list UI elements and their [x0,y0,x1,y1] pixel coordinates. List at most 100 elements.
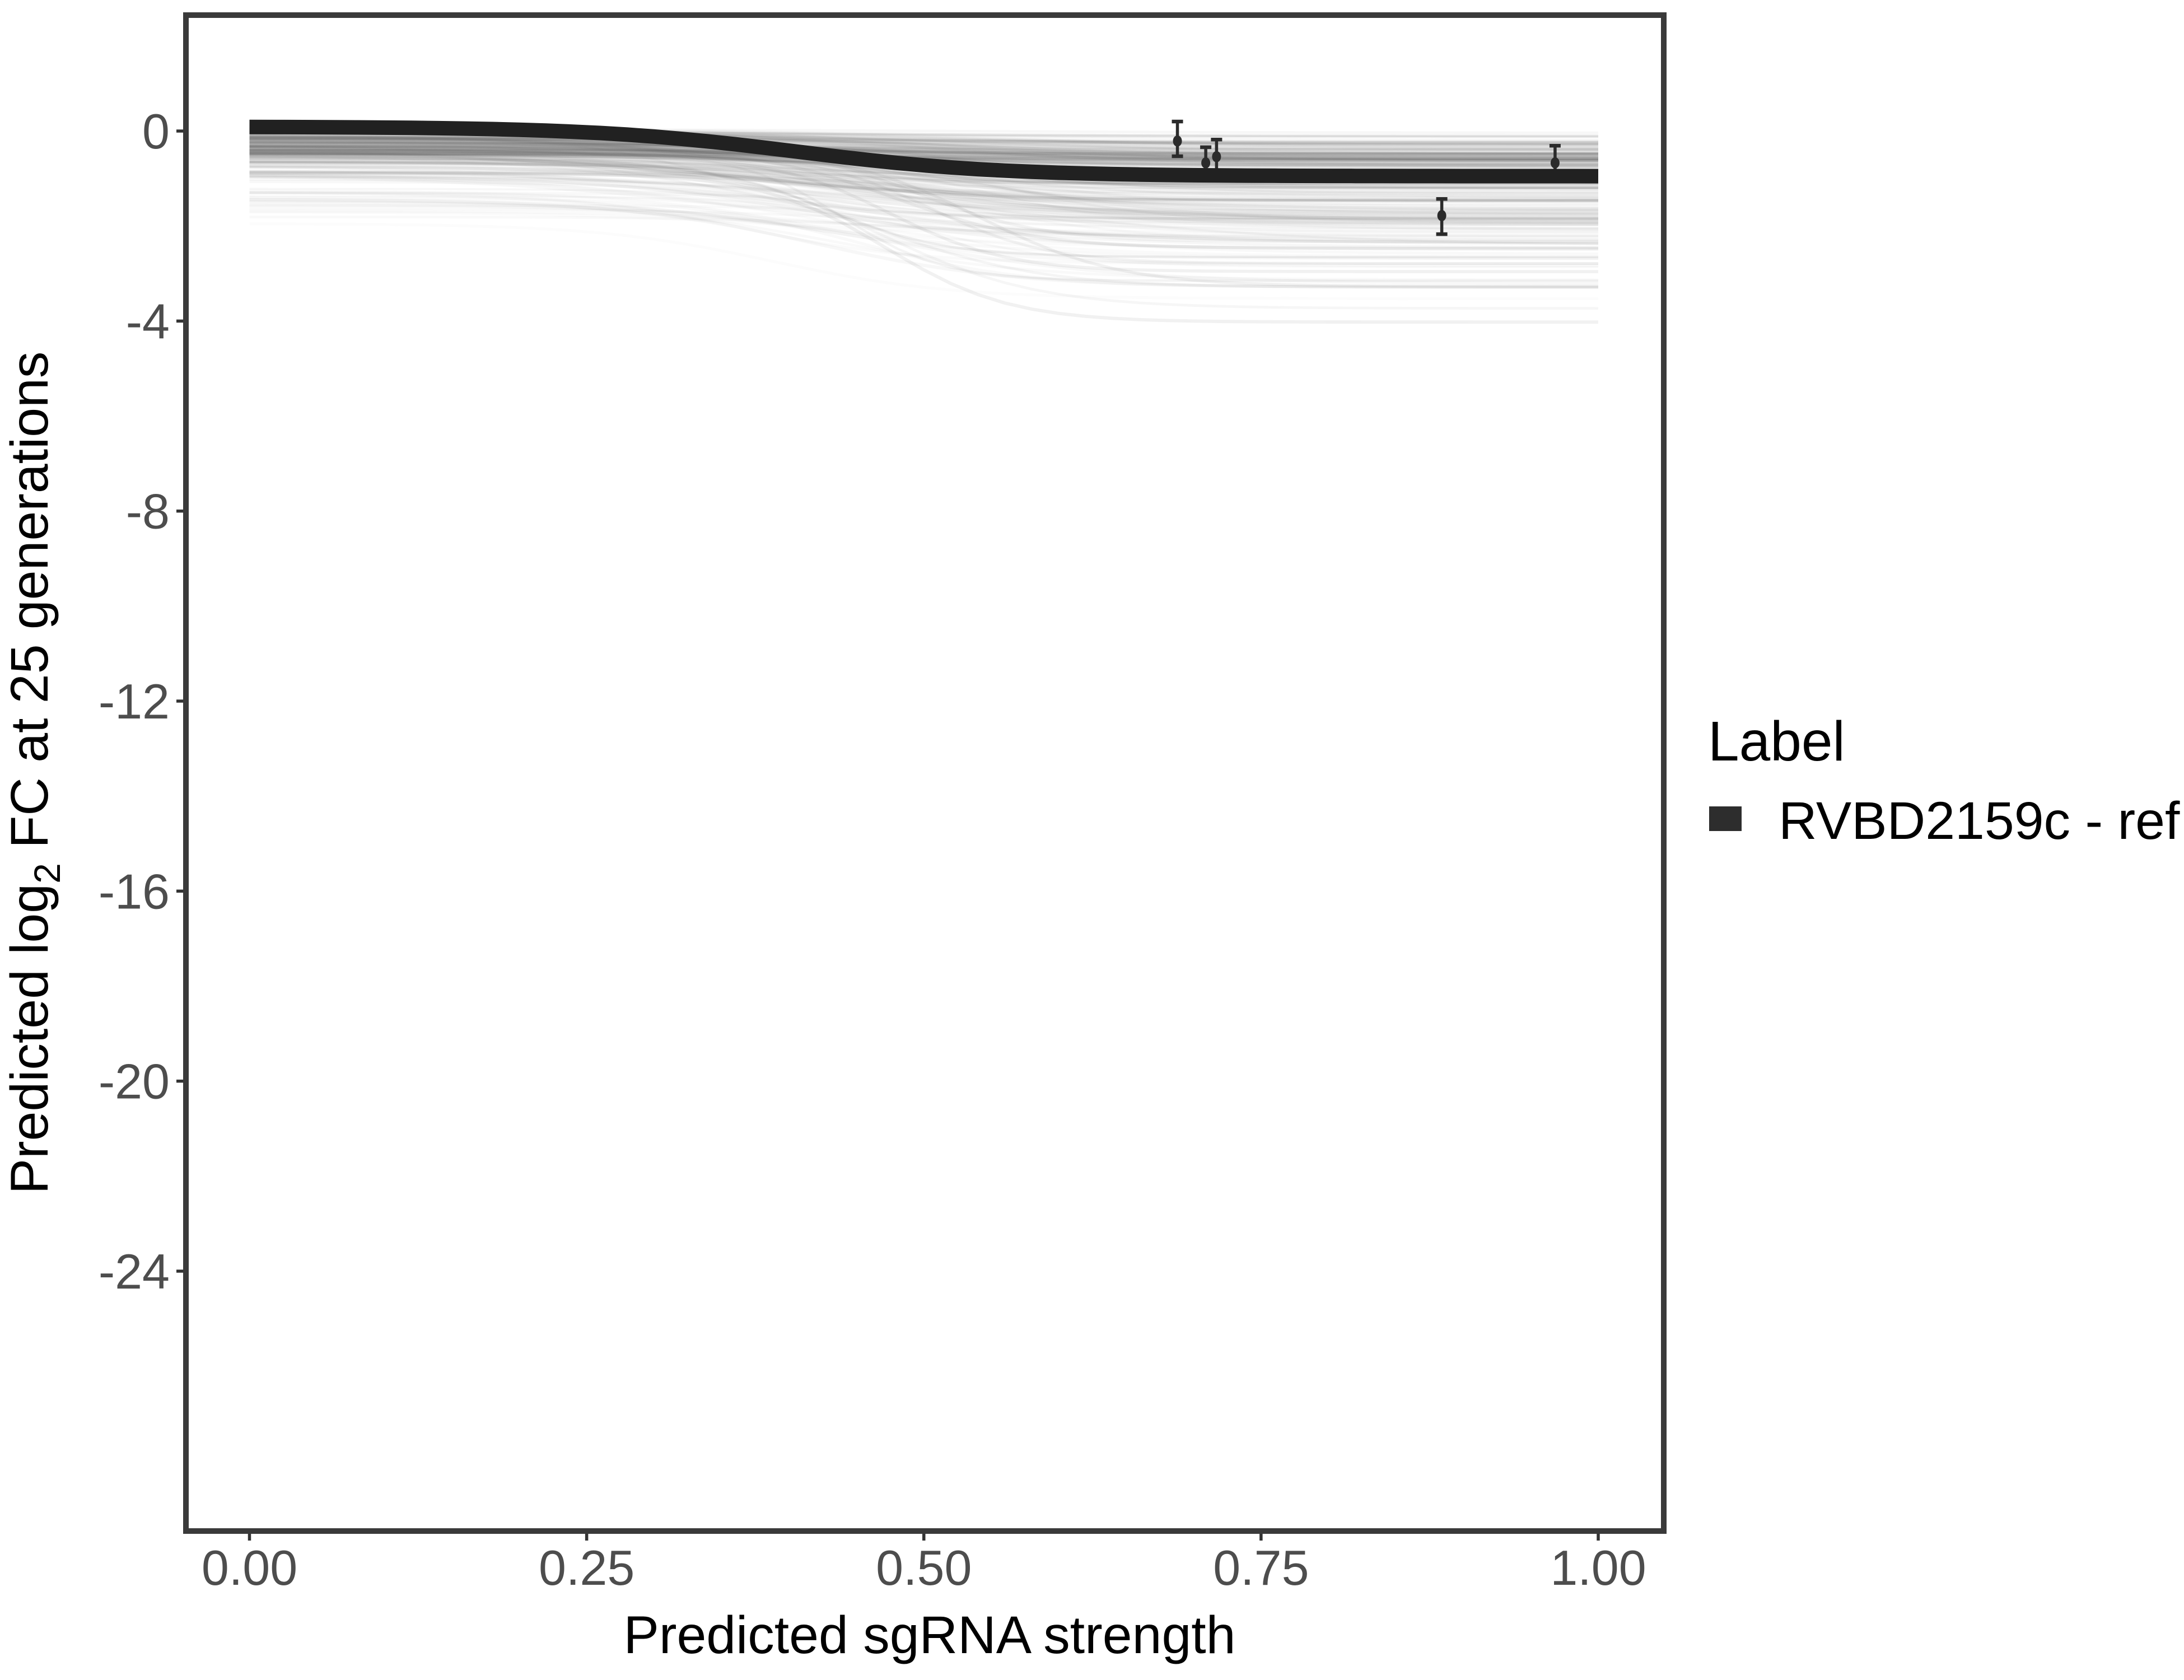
axes-layer: 0.00 0.25 0.50 0.75 1.00 0 -4 -8 -12 -16 -20 -24 [99,104,1646,1595]
ensemble-line [249,149,1598,155]
ensemble-line [249,153,1598,186]
legend-item-label: RVBD2159c - ref [1779,791,2180,851]
ensemble-line [249,143,1598,151]
y-tick-label: -20 [99,1054,170,1109]
ensemble-line [249,160,1598,202]
observation-dot [1201,157,1211,169]
ensemble-line [249,139,1598,155]
ensemble-line [249,156,1599,310]
ensemble-line [249,135,1598,160]
ensemble-line [249,138,1598,185]
ensemble-line [249,144,1599,158]
ensemble-line [249,150,1598,203]
ensemble-line [249,151,1599,220]
ensemble-line [249,134,1599,211]
ensemble-line [249,145,1598,157]
ensemble-line [249,146,1598,164]
ensemble-line [249,136,1599,151]
ensemble-line [249,171,1599,231]
ensemble-line [249,134,1598,147]
ensemble-line [249,152,1598,265]
ensemble-line [249,145,1598,161]
panel-border [183,12,1667,1534]
ensemble-line [249,195,1598,268]
ensemble-line [249,174,1598,251]
ensemble-line [249,153,1598,220]
ensemble-line [249,141,1598,151]
ensemble-line [249,179,1598,222]
ensemble-line [249,148,1598,156]
ensemble-line [249,155,1598,221]
ensemble-line [249,160,1599,215]
y-tick-label: -4 [126,293,170,349]
ensemble-line [249,158,1598,191]
ensemble-line [249,166,1599,198]
ensemble-line [249,149,1598,160]
ensemble-line [249,134,1599,166]
ensemble-line [249,153,1598,227]
x-axis-title: Predicted sgRNA strength [623,1606,1235,1665]
ensemble-line [249,156,1599,218]
ensemble-line [249,171,1599,214]
ensemble-line [249,149,1598,212]
ensemble-line [249,165,1599,245]
ensemble-line [249,161,1599,198]
ensemble-line [249,134,1598,146]
legend-title: Label [1708,710,1845,773]
ensemble-line [249,150,1598,159]
y-tick-label: -8 [126,484,170,539]
ensemble-line [249,144,1598,158]
observation-dot [1173,135,1182,147]
ensemble-line [249,157,1598,207]
ensemble-line [249,137,1599,161]
ensemble-line [249,137,1598,147]
ensemble-line [249,158,1599,244]
x-tick-label: 1.00 [1550,1540,1646,1595]
ensemble-line [249,148,1598,156]
ensemble-line [249,156,1598,203]
ensemble-line [249,156,1598,212]
ensemble-line [249,153,1599,211]
ensemble-line [249,135,1598,160]
ensemble-line [249,162,1598,214]
ensemble-line [249,165,1599,224]
ensemble-line [249,198,1598,289]
observation-dots-layer [1173,135,1560,221]
ensemble-line [249,171,1599,220]
legend: Label RVBD2159c - ref [1708,710,2180,851]
ensemble-line [249,141,1599,166]
ensemble-line [249,139,1598,162]
ensemble-line [249,152,1598,162]
ensemble-line [249,137,1598,165]
ensemble-line [249,149,1598,162]
ensemble-line [249,148,1598,157]
ensemble-line [249,201,1599,267]
ensemble-line [249,144,1598,162]
ensemble-line [249,138,1599,158]
ensemble-line [249,141,1598,160]
ensemble-line [249,191,1598,260]
ensemble-line [249,147,1599,170]
ensemble-line [249,145,1598,157]
legend-key-line [1709,806,1742,831]
ensemble-line [249,140,1598,150]
ensemble-line [249,157,1598,220]
ensemble-line [249,146,1598,189]
x-tick-label: 0.25 [539,1540,634,1595]
reference-curve [249,119,1599,184]
ensemble-line [249,146,1599,193]
ensemble-line [249,147,1599,220]
ensemble-line [249,165,1599,211]
ensemble-line [249,138,1598,153]
ensemble-line [249,138,1598,155]
ensemble-line [249,176,1598,289]
ensemble-line [249,164,1598,202]
ensemble-line [249,198,1599,285]
ensemble-line [249,135,1598,155]
observation-dot [1212,151,1221,162]
ensemble-line [249,145,1598,162]
y-axis-title-prefix: Predicted log [0,884,59,1194]
ensemble-line [249,145,1599,217]
